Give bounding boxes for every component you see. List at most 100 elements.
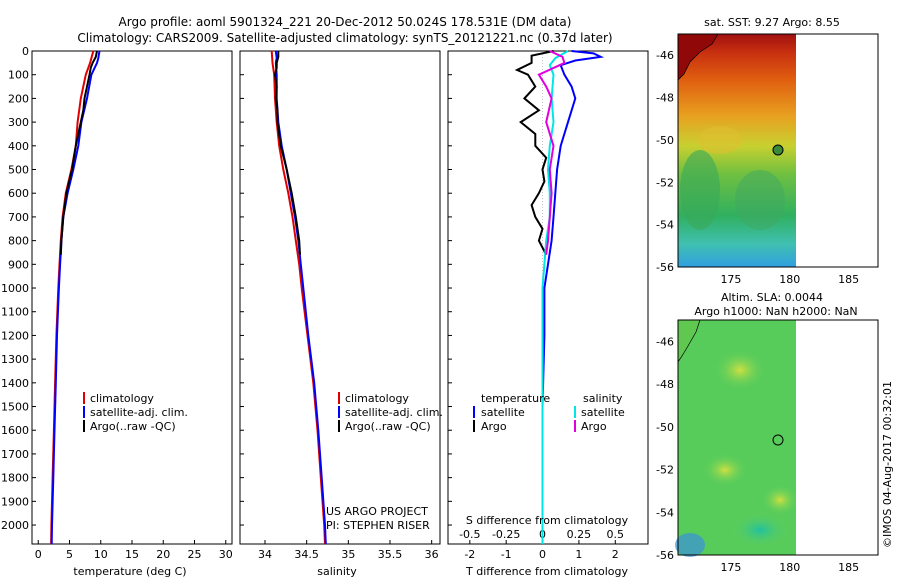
y-tick-label: 1400 [1,377,29,390]
x-tick-label: 30 [219,548,233,561]
series-line-climatology [50,50,95,545]
y-tick-label: 2000 [1,519,29,532]
figure-title-line1: Argo profile: aoml 5901324_221 20-Dec-20… [119,15,572,29]
y-tick-label: 1600 [1,424,29,437]
temperature-panel-frame [31,50,233,545]
sla-map-lat-label: -56 [656,549,674,562]
sst-map-lon-label: 175 [720,273,741,286]
sla-patch [762,485,798,515]
sla-map-lon-label: 180 [779,561,800,574]
legend-swatch-s-satellite [574,406,576,418]
y-tick-label: 200 [8,92,29,105]
sla-map-lat-label: -54 [656,506,674,519]
sst-map-lat-label: -48 [656,92,674,105]
x-tick-label: -1 [501,548,512,561]
temperature-legend: climatology satellite-adj. clim. Argo(..… [83,392,188,433]
x-tick-label: 5 [66,548,73,561]
x-tick-label: 10 [94,548,108,561]
x-tick-label: 34.5 [294,548,319,561]
legend-swatch-t-satellite [473,406,475,418]
sla-map-lon-label: 175 [720,561,741,574]
x-tick-label: 20 [156,548,170,561]
imos-footer: ©IMOS 04-Aug-2017 00:32:01 [881,381,894,548]
y-tick-label: 800 [8,235,29,248]
series-line-argo---raw--qc- [59,50,98,255]
legend-label-t-argo: Argo [481,420,507,433]
legend-label-satellite: satellite-adj. clim. [90,406,188,419]
x-tick-label: 1 [575,548,582,561]
sst-map-lat-label: -54 [656,219,674,232]
series-line-argo---raw--qc- [273,51,301,255]
y-tick-label: 1700 [1,448,29,461]
legend-label-climatology: climatology [90,392,154,405]
sst-map-title: sat. SST: 9.27 Argo: 8.55 [704,16,840,29]
legend-header-salinity: salinity [583,392,623,405]
sla-map-lon-label: 185 [838,561,859,574]
figure-title-line2: Climatology: CARS2009. Satellite-adjuste… [77,31,612,45]
sla-map-frame [677,319,879,556]
series-line-satellite-adj--clim- [50,50,101,545]
y-tick-label: 1200 [1,329,29,342]
legend-swatch-climatology [83,392,85,404]
sla-map-title-line1: Altim. SLA: 0.0044 [721,291,823,304]
sst-map-lon-label: 180 [779,273,800,286]
salinity-legend: climatology satellite-adj. clim. Argo(..… [338,392,443,433]
salinity-panel-frame [239,50,441,545]
y-tick-label: 400 [8,140,29,153]
legend-swatch-argo [83,420,85,432]
legend-header-temperature: temperature [481,392,550,405]
land-outline [677,33,719,81]
x-tick-label: 25 [188,548,202,561]
y-tick-label: 1100 [1,306,29,319]
sst-patch [735,170,785,230]
legend-swatch-climatology [338,392,340,404]
sst-map-lon-label: 185 [838,273,859,286]
y-tick-label: 700 [8,211,29,224]
x-tick-label: 15 [125,548,139,561]
x-tick-label: 34 [258,548,272,561]
x-tick-top-label: 0.25 [567,528,592,541]
map-blank-area [796,320,878,555]
difference-xlabel-top: S difference from climatology [466,514,629,527]
legend-label-t-satellite: satellite [481,406,525,419]
salinity-xlabel: salinity [317,565,357,578]
argo-position-marker [772,434,784,446]
sst-map-frame [677,33,879,268]
sla-map [675,319,879,557]
temperature-xlabel: temperature (deg C) [73,565,186,578]
sla-map-lat-label: -48 [656,378,674,391]
x-tick-top-label: 0.5 [607,528,625,541]
difference-panel-frame [447,50,649,545]
sst-map-lat-label: -52 [656,176,674,189]
sla-map-lat-label: -52 [656,464,674,477]
argo-position-marker [772,144,784,156]
sla-patch [703,454,747,486]
series-line-satellite [541,50,605,544]
project-annotation: US ARGO PROJECT [326,505,428,518]
x-tick-label: 35 [341,548,355,561]
x-tick-label: 0 [539,548,546,561]
difference-legend: temperature salinity satellite Argo sate… [473,392,625,433]
sla-map-lat-label: -46 [656,335,674,348]
difference-xlabel: T difference from climatology [465,565,628,578]
legend-label-satellite: satellite-adj. clim. [345,406,443,419]
series-line-argo [537,50,566,255]
y-tick-label: 100 [8,69,29,82]
y-tick-label: 1000 [1,282,29,295]
series-line-satellite-adj--clim- [274,50,327,545]
legend-swatch-s-argo [574,420,576,432]
x-tick-label: -2 [464,548,475,561]
x-tick-label: 2 [612,548,619,561]
y-tick-label: 1300 [1,353,29,366]
sla-patch [675,533,705,557]
sst-patch [698,126,742,154]
sla-map-title-line2: Argo h1000: NaN h2000: NaN [694,305,857,318]
legend-label-s-argo: Argo [581,420,607,433]
sla-map-lat-label: -50 [656,421,674,434]
sst-patch [680,150,720,230]
legend-swatch-t-argo [473,420,475,432]
sst-map-lat-label: -46 [656,49,674,62]
pi-annotation: PI: STEPHEN RISER [326,519,430,532]
sla-patch [715,350,765,390]
